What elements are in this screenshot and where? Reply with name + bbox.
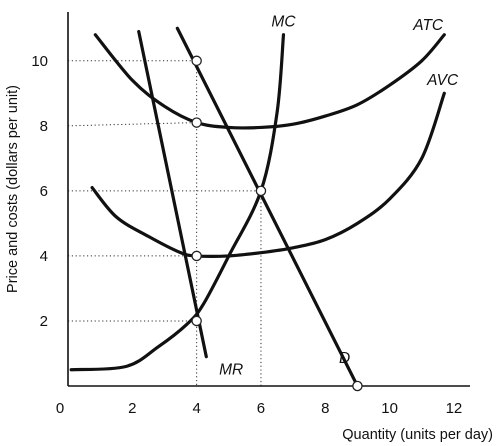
x-tick-label-2: 2 bbox=[128, 400, 136, 417]
point-marker-0 bbox=[191, 55, 202, 67]
point-marker-5 bbox=[352, 380, 363, 392]
x-tick-label-4: 4 bbox=[192, 400, 200, 417]
point-marker-1 bbox=[191, 117, 202, 128]
x-tick-label-12: 12 bbox=[446, 400, 463, 417]
point-marker-3 bbox=[191, 250, 202, 262]
x-tick-label-6: 6 bbox=[257, 400, 265, 417]
axes bbox=[67, 12, 470, 387]
atc-curve bbox=[93, 33, 446, 130]
y-tick-label-8: 8 bbox=[40, 118, 48, 135]
y-axis-title: Price and costs (dollars per unit) bbox=[5, 85, 21, 293]
mr-curve bbox=[137, 29, 208, 359]
x-tick-label-8: 8 bbox=[321, 400, 329, 417]
curves bbox=[69, 26, 446, 388]
point-marker-4 bbox=[191, 315, 202, 327]
avc-label: AVC bbox=[426, 72, 459, 89]
atc-label: ATC bbox=[412, 17, 444, 34]
avc-curve bbox=[90, 91, 446, 258]
curve-labels: MC ATC AVC D MR bbox=[219, 14, 459, 379]
x-tick-label-10: 10 bbox=[381, 400, 398, 417]
y-tick-label-4: 4 bbox=[40, 248, 48, 265]
mc-label: MC bbox=[271, 14, 296, 31]
y-tick-label-2: 2 bbox=[40, 313, 48, 330]
d-label: D bbox=[339, 350, 350, 367]
guide-lines bbox=[67, 60, 262, 386]
y-tick-label-6: 6 bbox=[40, 183, 48, 200]
mr-label: MR bbox=[219, 362, 243, 379]
point-marker-2 bbox=[255, 185, 267, 197]
x-tick-label-0: 0 bbox=[56, 400, 64, 417]
mc-curve bbox=[69, 33, 286, 372]
y-tick-label-10: 10 bbox=[31, 53, 48, 70]
tick-labels: 0 2 4 6 8 10 12 2 4 6 8 10 bbox=[31, 53, 462, 417]
x-axis-title: Quantity (units per day) bbox=[342, 427, 493, 443]
markers bbox=[191, 55, 363, 392]
guide-line-1 bbox=[67, 122, 197, 127]
d-curve bbox=[175, 26, 360, 388]
